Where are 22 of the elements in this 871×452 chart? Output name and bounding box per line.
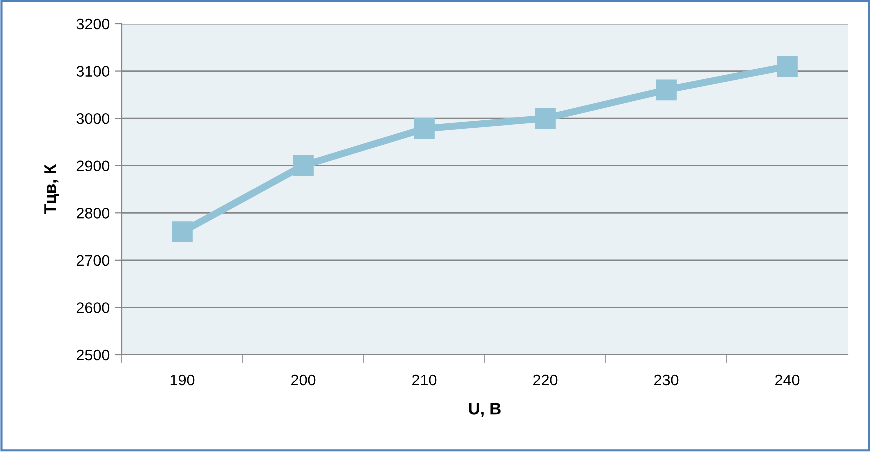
point <box>293 155 314 176</box>
y-axis-title: Тцв, К <box>44 164 60 214</box>
x-tick-label: 240 <box>776 374 800 386</box>
y-tick-label: 2500 <box>76 350 110 361</box>
y-tick-label: 2600 <box>76 302 110 314</box>
y-tick-label: 3200 <box>76 18 110 30</box>
y-tick-label: 3000 <box>76 113 110 124</box>
y-tick-label: 2700 <box>76 255 110 266</box>
point <box>535 108 556 129</box>
y-tick-label: 2900 <box>76 160 110 172</box>
x-tick-label: 190 <box>170 374 195 386</box>
x-tick-label: 200 <box>292 374 316 386</box>
point <box>777 56 798 77</box>
point <box>656 80 677 101</box>
x-tick-label: 210 <box>412 374 437 386</box>
point <box>172 222 193 242</box>
x-tick-label: 220 <box>534 374 558 386</box>
x-axis-title: U, В <box>469 403 501 418</box>
y-tick-label: 2800 <box>76 208 110 219</box>
y-tick-label: 3100 <box>76 66 110 77</box>
x-tick-label: 230 <box>654 374 679 386</box>
point <box>414 118 435 140</box>
